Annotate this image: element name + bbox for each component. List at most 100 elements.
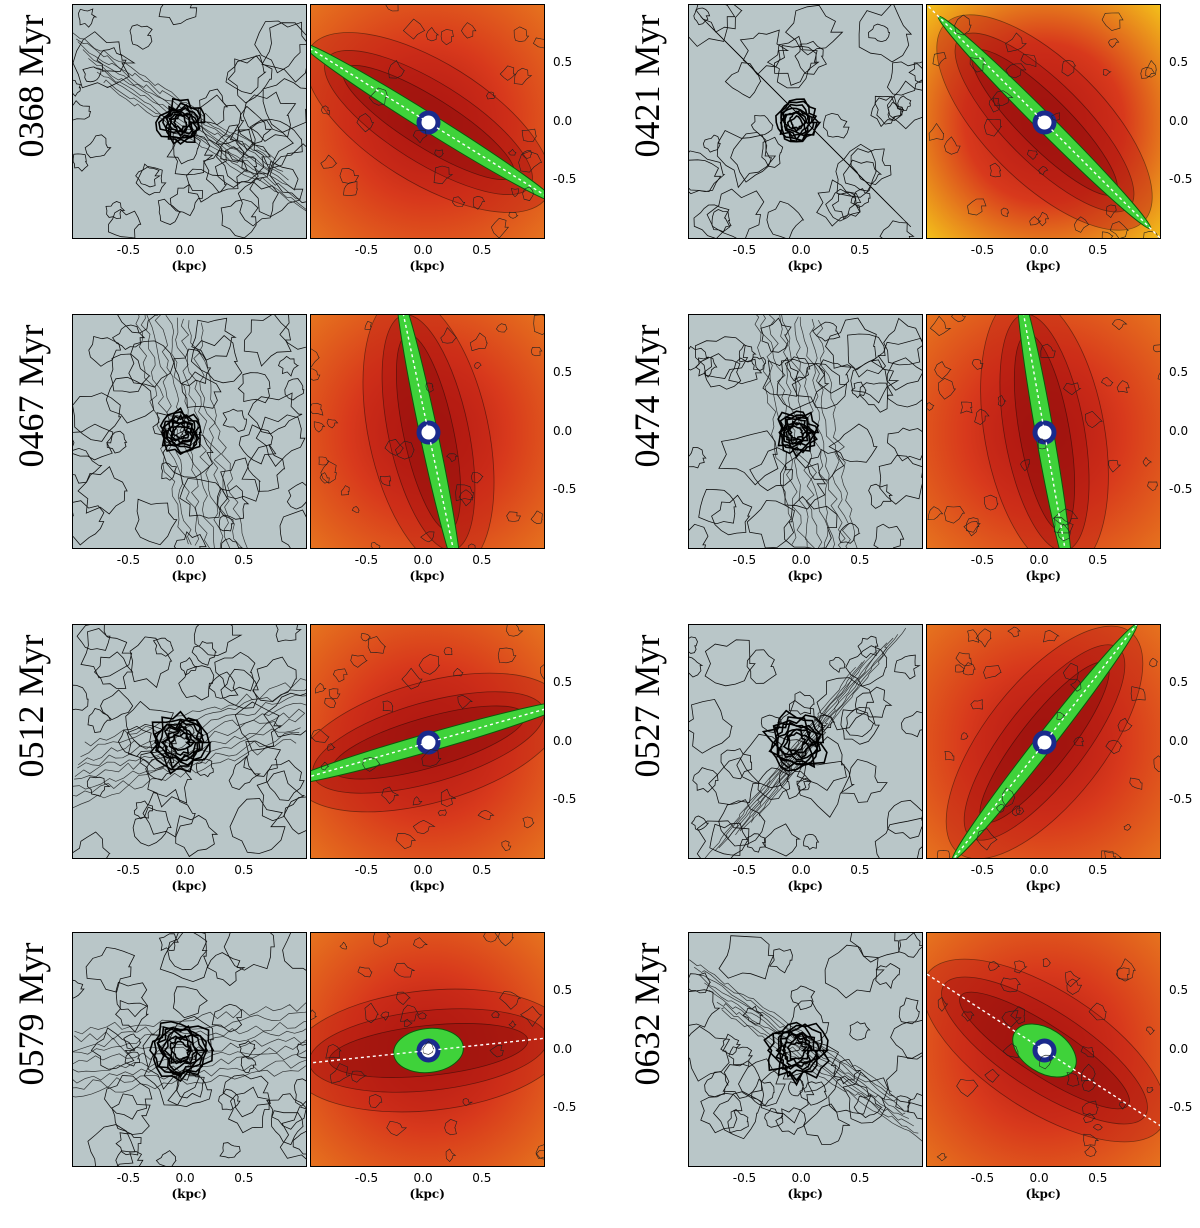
gas-contour [702, 134, 721, 153]
noise-contour [1037, 211, 1049, 227]
x-tick-label: 0.0 [791, 553, 811, 567]
gas-contour [296, 1043, 306, 1059]
gas-contour [711, 209, 732, 233]
gas-contour [847, 333, 887, 378]
noise-contour [320, 761, 330, 771]
noise-contour [1082, 1100, 1099, 1116]
x-tick-label: 0.5 [1088, 1171, 1108, 1185]
nuclear-ring [149, 1020, 215, 1083]
noise-contour [499, 991, 522, 1010]
noise-contour [1116, 958, 1136, 982]
x-tick-label: -0.5 [732, 243, 757, 257]
noise-contour [489, 1045, 504, 1058]
gas-stream-contour [73, 1050, 306, 1084]
gas-contour [750, 1078, 775, 1107]
x-tick-label: -0.5 [732, 1171, 757, 1185]
panel-p2: 0421 Myr -0.5 0.0 0.5 (kpc) -0.5 0.0 0.5 (kpc) 0.… [616, 0, 1200, 300]
gas-contour [220, 199, 259, 238]
noise-contour [976, 828, 998, 851]
gas-contour [720, 1033, 742, 1056]
gas-contour [873, 523, 905, 548]
noise-contour [364, 1002, 379, 1024]
gas-contour [193, 625, 243, 657]
gas-contour [284, 378, 305, 401]
x-tick-label: 0.0 [1029, 863, 1049, 877]
noise-contour [425, 27, 440, 42]
gas-contour [807, 449, 845, 481]
noise-contour [324, 698, 337, 708]
gas-contour [85, 946, 136, 993]
x-tick-label: 0.0 [1029, 243, 1049, 257]
gas-contour [227, 55, 273, 104]
x-tick-label: 0.0 [413, 863, 433, 877]
noise-contour [944, 506, 966, 524]
gas-contour [214, 146, 259, 188]
noise-contour [1130, 686, 1146, 701]
gas-contour [738, 1058, 786, 1107]
orientation-guide [927, 5, 1160, 238]
gas-contour [712, 1091, 763, 1140]
noise-contour [508, 211, 519, 219]
noise-contour [343, 181, 358, 196]
gas-contour [115, 981, 149, 1018]
gas-contour [746, 500, 795, 548]
gas-contour [225, 54, 267, 95]
noise-contour [1153, 755, 1160, 772]
gas-contour [790, 985, 816, 1011]
gas-contour [84, 134, 112, 159]
gas-stream-contour [154, 315, 210, 548]
gas-stream-contour [816, 319, 858, 548]
x-tick-label: -0.5 [354, 1171, 379, 1185]
noise-contour [401, 667, 423, 690]
noise-contour [1146, 1026, 1155, 1036]
gas-contour [784, 356, 811, 382]
noise-contour [1005, 32, 1027, 53]
gas-contour [887, 799, 922, 839]
gas-contour [266, 1093, 306, 1130]
gas-contour [166, 132, 201, 165]
gas-contour [175, 814, 219, 858]
gas-contour [895, 1095, 912, 1112]
gas-contour [126, 723, 177, 770]
noise-contour [1005, 63, 1027, 79]
y-tick-label: -0.5 [1169, 792, 1193, 807]
noise-contour [368, 87, 389, 106]
noise-contour [1100, 850, 1117, 858]
orientation-guide [311, 48, 544, 196]
noise-contour [421, 749, 442, 767]
gas-contour [261, 22, 306, 83]
gas-contour [886, 61, 922, 96]
gas-contour [219, 1142, 241, 1159]
gas-contour [695, 356, 718, 378]
noise-contour [1014, 960, 1028, 974]
gas-contour [833, 1058, 862, 1085]
gas-contour [158, 5, 198, 26]
gas-contour [901, 711, 922, 738]
gas-stream-contour [708, 990, 910, 1119]
noise-contour [1015, 807, 1025, 815]
noise-contour [422, 1040, 435, 1055]
gas-contour [718, 430, 779, 486]
noise-contour [388, 60, 406, 79]
noise-contour [437, 809, 447, 816]
gas-contour [776, 699, 827, 747]
noise-contour [486, 91, 496, 100]
gas-stream-contour [809, 318, 851, 548]
noise-contour [440, 327, 458, 344]
noise-contour [412, 796, 423, 806]
x-tick-label: 0.0 [413, 243, 433, 257]
noise-contour [944, 136, 961, 155]
y-tick-label: -0.5 [553, 792, 577, 807]
gas-contour [803, 1103, 851, 1145]
gas-stream-contour [140, 315, 192, 545]
noise-contour [988, 961, 1000, 971]
noise-contour [499, 65, 517, 81]
gas-contour [738, 344, 757, 363]
nuclear-ring [763, 1021, 830, 1087]
noise-contour [315, 682, 327, 694]
panel-p4: 0474 Myr -0.5 0.0 0.5 (kpc) -0.5 0.0 0.5 (kpc) 0.… [616, 310, 1200, 610]
time-label: 0512 Myr [11, 634, 51, 778]
noise-contour [497, 933, 515, 947]
y-tick-label: 0.0 [1169, 113, 1189, 128]
gas-contour [247, 392, 303, 435]
